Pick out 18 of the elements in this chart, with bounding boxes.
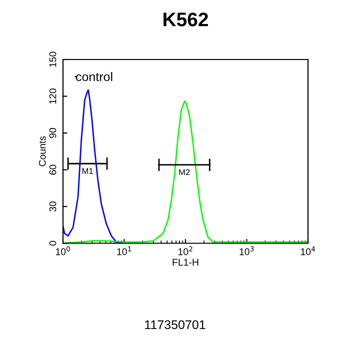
chart-title: K562	[164, 12, 208, 26]
y-tick-label: 60	[49, 164, 56, 175]
y-tick-label: 150	[49, 52, 56, 67]
y-tick-label: 90	[49, 128, 56, 138]
text: 117350701	[145, 320, 206, 330]
x-tick-label: 10$^{1}$	[117, 246, 132, 256]
x-tick-label: 10$^{4}$	[300, 246, 316, 256]
y-tick-label: 30	[49, 201, 56, 212]
y-axis-title: Counts	[38, 136, 46, 166]
x-tick-label: 10$^{0}$	[56, 246, 70, 256]
y-tick-label: 0	[49, 240, 56, 246]
legend-label: control	[76, 72, 112, 82]
legend-label: M1	[82, 168, 93, 174]
y-tick-label: 120	[49, 88, 56, 104]
series-label: M2	[179, 169, 190, 176]
x-tick-label: 10$^{2}$	[178, 246, 192, 256]
x-axis-title: FL1-H	[172, 258, 198, 266]
x-tick-label: 10$^{3}$	[240, 246, 254, 256]
